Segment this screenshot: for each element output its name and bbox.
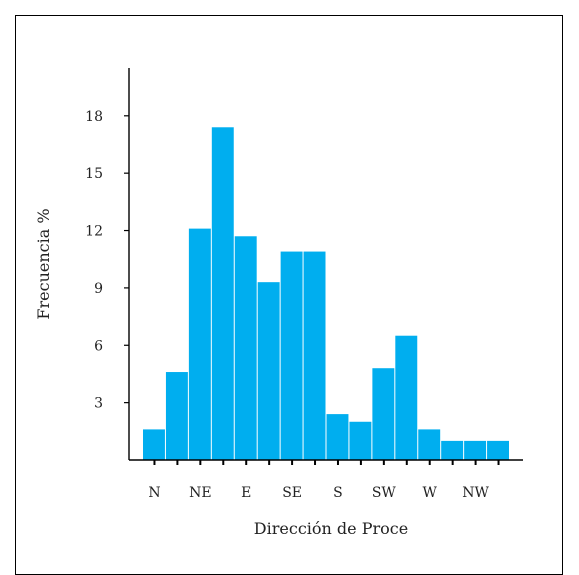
bar-15 [464, 440, 487, 460]
x-tick-label: SW [372, 485, 397, 501]
bars-group [143, 127, 509, 460]
bar-9 [326, 414, 349, 460]
x-tick-label: NW [462, 485, 489, 501]
bar-7 [280, 251, 303, 460]
x-tick-label: E [241, 485, 251, 501]
y-ticks-group: 3 6 9 12 15 18 [85, 109, 129, 412]
y-tick-label: 15 [85, 166, 103, 182]
bar-4 [211, 127, 234, 460]
bar-16 [487, 440, 509, 460]
x-tick-label: NE [189, 485, 211, 501]
bar-14 [441, 440, 464, 460]
bar-3 [188, 228, 211, 460]
y-tick-label: 18 [85, 109, 103, 125]
x-tick-label: N [148, 485, 160, 501]
y-tick-label: 9 [94, 281, 103, 297]
bar-2 [165, 372, 188, 460]
bar-6 [257, 282, 280, 460]
bar-10 [349, 421, 372, 460]
y-tick-label: 12 [85, 224, 103, 240]
bar-11 [372, 368, 395, 460]
x-tick-label: S [333, 485, 343, 501]
x-axis-label: Dirección de Proce [254, 519, 408, 538]
bar-13 [418, 429, 441, 460]
x-ticks-group: N NE E SE S SW W NW [148, 460, 500, 501]
y-axis-label: Frecuencia % [34, 208, 53, 319]
bar-1 [143, 429, 165, 460]
bar-8 [303, 251, 326, 460]
y-tick-label: 3 [94, 396, 103, 412]
x-tick-label: SE [282, 485, 302, 501]
bar-5 [234, 236, 257, 460]
x-tick-label: W [423, 485, 438, 501]
bar-12 [395, 335, 418, 460]
y-tick-label: 6 [94, 338, 103, 354]
